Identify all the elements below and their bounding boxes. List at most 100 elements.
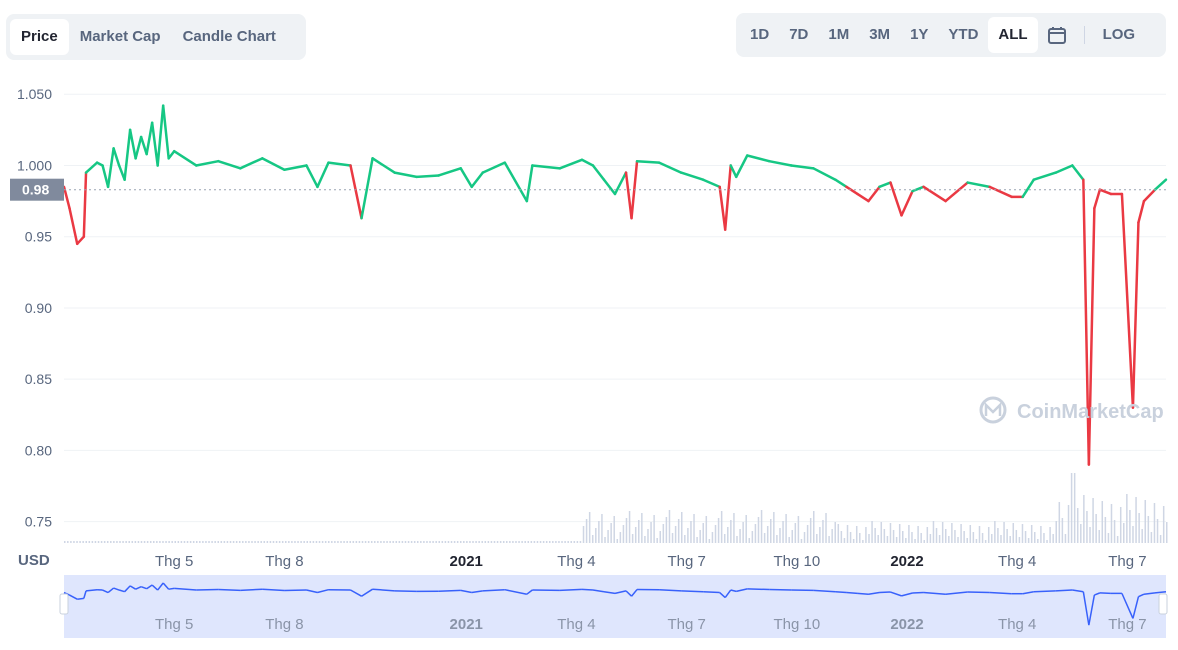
navigator-line-segment — [1088, 594, 1096, 626]
volume-bar — [321, 541, 324, 543]
price-line-segment — [845, 185, 859, 196]
volume-bar — [582, 526, 585, 543]
volume-bar — [208, 541, 210, 543]
price-line-segment — [1054, 164, 1074, 174]
volume-bar — [705, 516, 708, 543]
price-line-segment — [62, 185, 71, 210]
navigator-line-segment — [140, 585, 147, 590]
price-line-segment — [393, 171, 418, 179]
volume-bar — [374, 541, 376, 543]
volume-bar — [966, 538, 968, 543]
range-3m-button[interactable]: 3M — [869, 26, 891, 43]
price-line-segment — [834, 178, 848, 189]
volume-bar — [349, 541, 351, 543]
navigator-right-handle[interactable] — [1158, 593, 1168, 615]
volume-bar — [631, 534, 634, 543]
time-range-selector: 1D 7D 1M 3M 1Y YTD ALL LOG — [736, 13, 1166, 57]
volume-bar — [588, 512, 591, 543]
tab-candle-chart[interactable]: Candle Chart — [182, 28, 276, 45]
navigator-panel[interactable] — [64, 575, 1166, 638]
volume-bar — [727, 527, 729, 543]
chart-type-tabs: Price Market Cap Candle Chart — [6, 14, 306, 60]
volume-bar — [1058, 502, 1061, 543]
volume-bar — [859, 533, 861, 543]
volume-bar — [880, 522, 883, 543]
volume-bar — [1083, 495, 1085, 543]
volume-bar — [515, 541, 517, 543]
price-line-segment — [525, 164, 534, 203]
navigator-line-segment — [846, 591, 858, 595]
range-ytd-button[interactable]: YTD — [948, 26, 979, 43]
volume-bar — [825, 513, 827, 543]
volume-bar — [628, 511, 631, 543]
calendar-icon[interactable] — [1038, 17, 1076, 53]
price-line-segment — [966, 181, 991, 189]
price-line-segment — [624, 171, 633, 220]
navigator-line-segment — [162, 582, 170, 590]
volume-bar — [429, 541, 431, 543]
log-scale-button[interactable]: LOG — [1102, 26, 1136, 43]
navigator-line-segment — [730, 589, 737, 593]
volume-bar — [327, 541, 330, 543]
volume-bar — [1113, 520, 1116, 543]
volume-bar — [561, 541, 563, 543]
navigator-line-segment — [736, 588, 748, 593]
volume-bar — [819, 527, 821, 543]
volume-bar — [800, 539, 803, 543]
current-price-label: 0.98 — [22, 182, 49, 198]
navigator-left-handle[interactable] — [59, 593, 69, 615]
volume-bar — [1073, 473, 1076, 543]
volume-bar — [1104, 517, 1107, 543]
navigator-line-segment — [526, 589, 533, 595]
toolbar-divider — [1083, 26, 1085, 44]
price-line-segment — [161, 104, 170, 160]
volume-bar — [125, 541, 127, 543]
navigator-line-segment — [614, 590, 627, 595]
volume-bar — [493, 541, 496, 543]
volume-bar — [1003, 522, 1005, 543]
volume-bar — [383, 541, 385, 543]
volume-bar — [214, 541, 216, 543]
volume-bar — [1030, 525, 1033, 543]
volume-bar — [733, 513, 735, 543]
volume-bar — [496, 541, 499, 543]
navigator-x-tick-label: Thg 4 — [557, 616, 595, 633]
price-line-segment — [167, 149, 176, 160]
tab-market-cap[interactable]: Market Cap — [79, 28, 161, 45]
volume-bar — [211, 541, 213, 543]
volume-bar — [874, 528, 876, 543]
x-tick-label: Thg 7 — [1108, 553, 1146, 570]
navigator-line-segment — [504, 588, 527, 595]
range-1d-button[interactable]: 1D — [750, 26, 770, 43]
volume-bar — [312, 541, 315, 543]
volume-bar — [242, 541, 244, 543]
volume-bar — [202, 541, 204, 543]
volume-bar — [533, 541, 536, 543]
volume-bar — [616, 539, 619, 543]
range-1m-button[interactable]: 1M — [828, 26, 850, 43]
volume-bar — [220, 541, 223, 543]
navigator-line-segment — [394, 590, 417, 593]
navigator-line-segment — [471, 590, 483, 594]
volume-bar — [564, 541, 566, 543]
volume-bar — [579, 541, 582, 543]
volume-bar — [862, 540, 864, 543]
tab-price[interactable]: Price — [10, 19, 69, 55]
volume-bar — [85, 541, 87, 543]
volume-bar — [938, 535, 941, 543]
price-line-segment — [911, 185, 925, 193]
volume-bar — [840, 531, 843, 543]
range-7d-button[interactable]: 7D — [789, 26, 809, 43]
volume-bar — [911, 532, 913, 543]
volume-bar — [438, 541, 440, 543]
volume-bar — [370, 541, 373, 543]
volume-bar — [549, 541, 551, 543]
volume-bar — [456, 541, 459, 543]
volume-bar — [739, 529, 741, 543]
volume-bar — [358, 541, 361, 543]
range-1y-button[interactable]: 1Y — [910, 26, 929, 43]
range-all-button[interactable]: ALL — [988, 17, 1038, 53]
volume-bar — [226, 541, 229, 543]
volume-bar — [131, 541, 134, 543]
volume-bar — [763, 533, 766, 543]
